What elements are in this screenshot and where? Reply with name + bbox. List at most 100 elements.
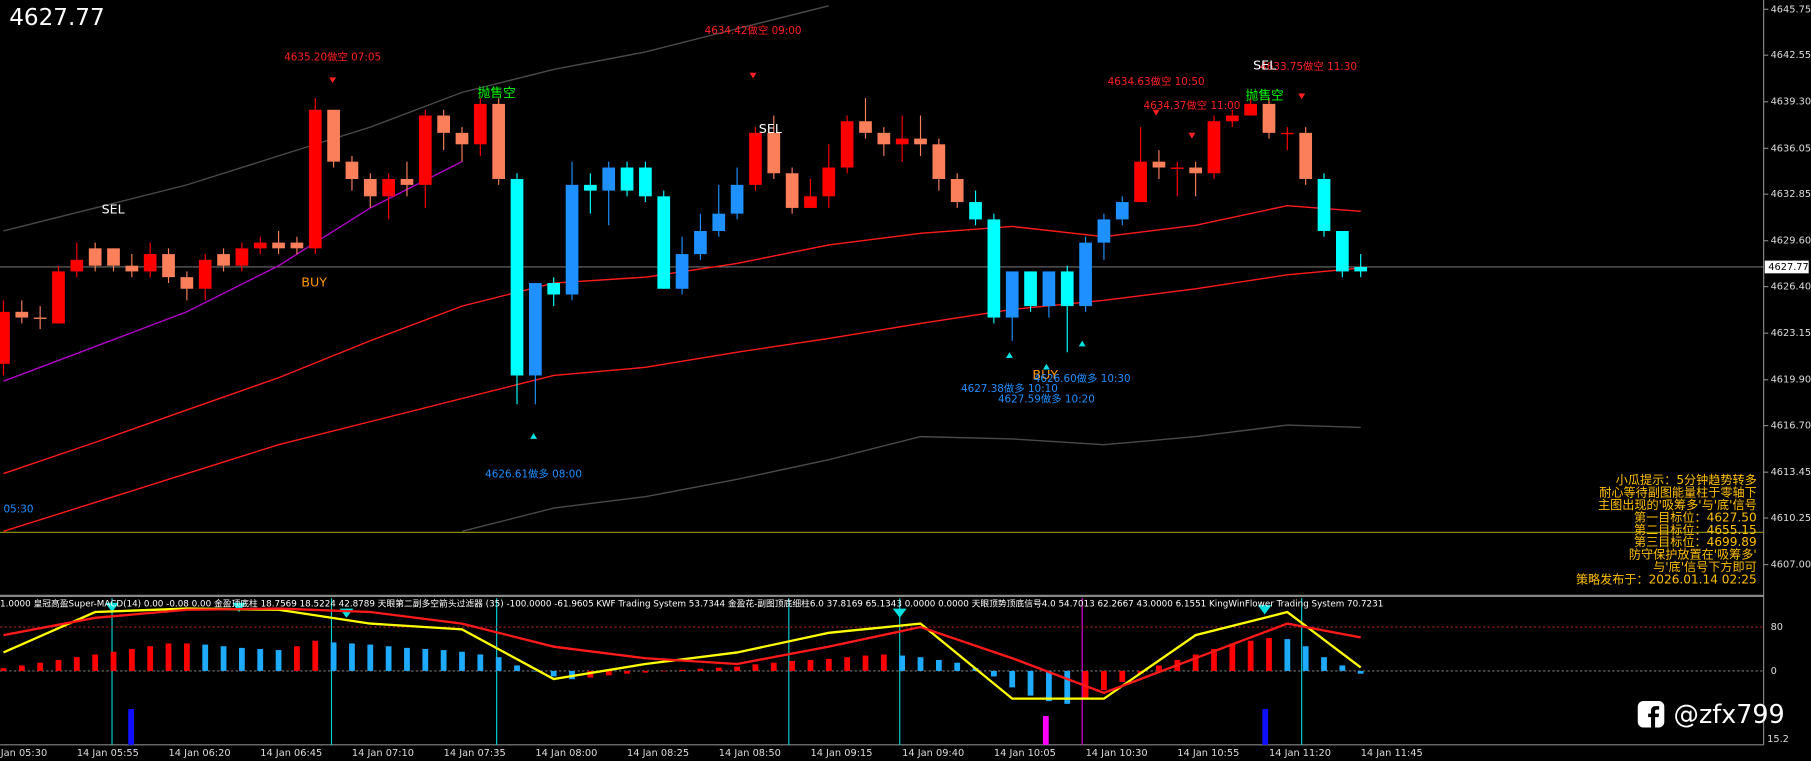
histogram-bar (1064, 670, 1071, 704)
histogram-bar (899, 655, 906, 671)
histogram-bar (349, 643, 355, 671)
histogram-bar (1027, 670, 1034, 696)
x-tick-label: 14 Jan 08:00 (535, 748, 597, 759)
candle-body (565, 184, 579, 295)
candle-body (1115, 202, 1129, 220)
x-tick-label: 14 Jan 11:45 (1361, 748, 1423, 759)
x-tick-label: 14 Jan 06:20 (169, 748, 231, 759)
candle-body (473, 103, 487, 145)
histogram-bar (239, 647, 245, 671)
y-tick-label: 4616.70 (1771, 421, 1811, 432)
x-tick-label: 14 Jan 09:40 (902, 748, 964, 759)
overlay-line (3, 5, 829, 232)
histogram-bar (1211, 648, 1217, 671)
histogram-bar (459, 651, 465, 671)
candle-body (510, 178, 524, 376)
histogram-bar (587, 670, 594, 678)
histogram-bar (1266, 638, 1272, 671)
histogram-bar (110, 651, 117, 671)
annotation: SEL (1253, 57, 1276, 72)
histogram-bar (440, 650, 447, 671)
candle-body (1170, 167, 1184, 169)
histogram-bar (385, 646, 392, 671)
y-tick-label: 4629.60 (1771, 236, 1811, 247)
histogram-bar (92, 654, 99, 671)
histogram-bar (642, 670, 649, 673)
x-tick-label: 14 Jan 08:50 (719, 748, 781, 759)
candle-body (749, 132, 762, 185)
sub-corner-label: 15.2 (1767, 734, 1789, 745)
histogram-bar (1357, 670, 1364, 674)
x-tick-label: 14 Jan 10:30 (1086, 748, 1148, 759)
candle-body (877, 132, 891, 145)
candle-body (1060, 271, 1074, 307)
annotation: BUY (1032, 367, 1058, 382)
histogram-bar (935, 659, 942, 671)
candle-body (822, 167, 836, 197)
x-tick-label: 14 Jan 05:55 (77, 748, 139, 759)
candle-body (1097, 219, 1111, 243)
sub-line (3, 607, 1361, 695)
histogram-bar (257, 648, 264, 671)
histogram-bar (1009, 670, 1016, 688)
annotation: BUY (301, 274, 327, 289)
candle-body (180, 277, 194, 289)
candle-body (1262, 103, 1276, 133)
y-tick-label: 4626.40 (1771, 282, 1811, 293)
histogram-bar (165, 643, 172, 671)
overlay-line (3, 161, 463, 382)
annotation: 抛售空 (1246, 87, 1284, 102)
histogram-bar (275, 650, 282, 671)
candle-body (932, 144, 946, 179)
candle-body (547, 283, 561, 295)
histogram-bar (550, 670, 557, 677)
candle-body (1134, 161, 1147, 203)
candle-body (529, 283, 542, 376)
y-tick-label: 4645.75 (1771, 4, 1811, 15)
histogram-bar (404, 647, 410, 671)
candle-body (418, 115, 432, 185)
candle-body (1336, 231, 1349, 272)
icon-glyph (1648, 706, 1660, 728)
candle-body (382, 178, 395, 197)
candle-body (253, 242, 267, 249)
candle-body (327, 109, 340, 162)
info-line: 小瓜提示：5分钟趋势转多 (1616, 472, 1757, 487)
histogram-bar (1082, 670, 1089, 699)
histogram-bar (1192, 654, 1199, 671)
histogram-bar (1156, 665, 1162, 671)
histogram-bar (514, 665, 520, 671)
candle-body (345, 161, 359, 179)
candle-body (437, 115, 451, 133)
candle-body (950, 178, 964, 203)
sub-tick-label: 0 (1771, 666, 1777, 677)
y-tick-label: 4639.30 (1771, 97, 1811, 108)
candle-body (804, 196, 817, 208)
histogram-bar (917, 657, 924, 671)
watermark-icon (1637, 700, 1665, 728)
histogram-bar (697, 668, 704, 671)
x-tick-label: 14 Jan 06:45 (260, 748, 322, 759)
candle-body (694, 231, 707, 255)
sub-header: 1.0000 皇冠高盈Super-MACD(14) 0.00 -0.08 0.0… (0, 597, 1383, 609)
annotation: 4635.20做空 07:05 (284, 51, 381, 64)
histogram-bar (715, 667, 722, 671)
info-line: 耐心等待副图能量柱于零轴下 (1599, 484, 1756, 499)
histogram-bar (128, 648, 135, 671)
histogram-bar (605, 670, 612, 676)
histogram-bar (477, 654, 484, 671)
x-tick-label: 14 Jan 10:05 (994, 748, 1056, 759)
candle-body (840, 121, 854, 168)
candle-body (1280, 132, 1294, 135)
histogram-bar (73, 657, 80, 671)
histogram-bar (330, 642, 337, 671)
histogram-bar (1229, 643, 1236, 671)
histogram-bar (844, 657, 851, 671)
histogram-bar (734, 666, 740, 671)
signal-bar (1042, 715, 1049, 745)
candle-body (1207, 121, 1221, 174)
candle-body (308, 109, 322, 249)
annotation: SEL (102, 202, 125, 217)
annotation: 4627.38做多 10:10 (961, 382, 1058, 395)
